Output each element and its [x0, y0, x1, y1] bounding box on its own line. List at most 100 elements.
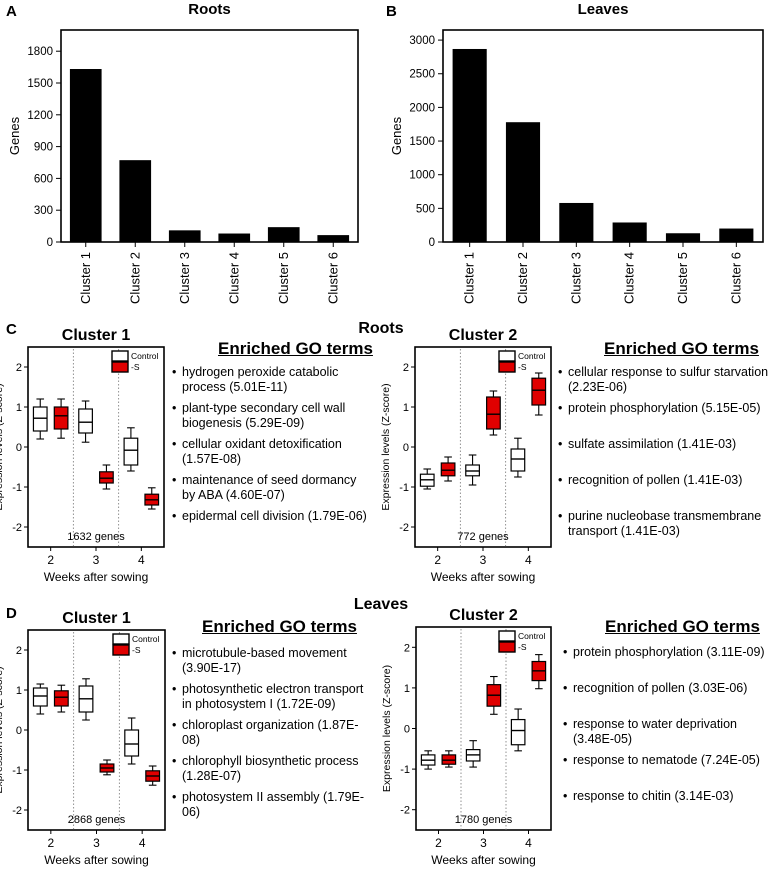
x-axis-label: Weeks after sowing [431, 853, 536, 867]
go-term-text: response to chitin (3.14E-03) [573, 789, 734, 803]
y-tick-label: 300 [34, 205, 53, 217]
panel-letter-a: A [6, 3, 17, 20]
legend-label-control: Control [132, 634, 160, 644]
box-4-control [124, 717, 140, 765]
y-axis-label: Expression levels (Z-score) [0, 666, 5, 793]
y-tick-label: -1 [400, 764, 410, 776]
box-iqr [510, 718, 526, 746]
panel-letter-c: C [6, 321, 17, 338]
x-axis-label: Weeks after sowing [431, 570, 536, 584]
go-term-item: • recognition of pollen (3.03E-06) [563, 681, 778, 696]
box-iqr [53, 406, 69, 430]
bullet-icon: • [172, 437, 177, 451]
box-iqr [53, 690, 69, 707]
y-tick-label: 1200 [27, 110, 53, 122]
box-3-control [465, 454, 480, 486]
legend-label-minus-s: -S [518, 362, 527, 372]
x-tick-label: Cluster 3 [177, 252, 192, 304]
legend-swatch-control [498, 630, 516, 642]
bullet-icon: • [172, 401, 177, 415]
bullet-icon: • [563, 753, 568, 767]
y-tick-label: 1 [403, 402, 409, 414]
go-term-item: • sulfate assimilation (1.41E-03) [558, 437, 773, 452]
go-term-item: • recognition of pollen (1.41E-03) [558, 473, 773, 488]
box-4-minus-s [144, 487, 160, 510]
go-term-text: protein phosphorylation (5.15E-05) [568, 401, 761, 415]
go-term-item: • maintenance of seed dormancy by ABA (4.… [172, 473, 372, 503]
legend-swatch-control [498, 350, 516, 362]
box-chart-D2: Cluster 2 -2 -1 0 1 2 Expression levels (Z-sco… [381, 607, 552, 867]
legend-label-minus-s: -S [518, 642, 527, 652]
plot-frame [442, 29, 764, 243]
y-tick-label: 0 [16, 442, 22, 454]
go-term-text: photosynthetic electron transport in pho… [182, 682, 364, 711]
box-3-minus-s [486, 390, 501, 436]
legend-swatch-minus-s [112, 644, 130, 656]
chart-title: Cluster 2 [449, 607, 518, 624]
bullet-icon: • [172, 682, 177, 696]
bullet-icon: • [172, 509, 177, 523]
go-term-item: • chloroplast organization (1.87E-08) [172, 718, 372, 748]
x-tick-label: 3 [93, 553, 100, 567]
go-term-text: cellular response to sulfur starvation (… [568, 365, 769, 394]
x-tick-label: Cluster 6 [325, 252, 340, 304]
go-term-text: maintenance of seed dormancy by ABA (4.6… [182, 473, 357, 502]
go-term-item: • protein phosphorylation (3.11E-09) [563, 645, 778, 660]
go-term-item: • chlorophyll biosynthetic process (1.28E… [172, 754, 372, 784]
bar-6 [317, 235, 350, 242]
box-2-minus-s [441, 750, 457, 768]
go-term-item: • microtubule-based movement (3.90E-17) [172, 646, 372, 676]
legend: Control-S [112, 633, 160, 656]
box-chart-D1: Cluster 1 -2 -1 0 1 2 Expression levels (Z-sco… [0, 610, 166, 867]
y-tick-label: -2 [400, 805, 410, 817]
go-term-item: • purine nucleobase transmembrane transpo… [558, 509, 773, 539]
go-term-text: sulfate assimilation (1.41E-03) [568, 437, 737, 451]
x-tick-label: 4 [138, 553, 145, 567]
go-term-item: • cellular oxidant detoxification (1.57E-… [172, 437, 372, 467]
bar-chart-B: Leaves 0 500 1000 1500 2000 2500 3000 Genes Clust… [389, 1, 764, 304]
go-term-item: • response to water deprivation (3.48E-05… [563, 717, 778, 747]
x-tick-label: Cluster 1 [462, 252, 477, 304]
x-tick-label: Cluster 2 [515, 252, 530, 304]
bullet-icon: • [172, 790, 177, 804]
y-tick-label: 600 [34, 173, 53, 185]
go-term-text: chloroplast organization (1.87E-08) [182, 718, 359, 747]
box-2-minus-s [440, 456, 456, 482]
gene-count-note: 1780 genes [455, 814, 513, 826]
chart-title: Roots [188, 1, 231, 18]
legend-label-minus-s: -S [132, 645, 141, 655]
go-term-text: recognition of pollen (1.41E-03) [568, 473, 743, 487]
box-iqr [510, 448, 526, 472]
box-4-minus-s [531, 654, 547, 690]
go-term-text: response to nematode (7.24E-05) [573, 753, 760, 767]
y-axis-label: Genes [389, 116, 404, 155]
y-axis-label: Expression levels (Z-score) [381, 665, 393, 792]
bar-5 [665, 233, 701, 242]
go-term-item: • cellular response to sulfur starvation … [558, 365, 773, 395]
bar-chart-A: Roots 0 300 600 900 1200 1500 1800 Genes Cluster … [7, 1, 359, 304]
box-iqr [78, 408, 93, 434]
bullet-icon: • [172, 473, 177, 487]
box-2-minus-s [53, 684, 69, 713]
box-iqr [32, 687, 48, 707]
x-tick-label: 4 [139, 836, 146, 850]
box-3-minus-s [486, 675, 502, 715]
box-iqr [124, 729, 140, 757]
bullet-icon: • [558, 437, 563, 451]
x-tick-label: 3 [480, 836, 487, 850]
go-term-text: response to water deprivation (3.48E-05) [573, 717, 737, 746]
bar-6 [719, 228, 754, 242]
go-term-item: • hydrogen peroxide catabolic process (5.… [172, 365, 372, 395]
y-axis-label: Genes [7, 116, 22, 155]
bar-1 [69, 69, 102, 243]
y-tick-label: 0 [429, 237, 435, 249]
bar-3 [559, 202, 594, 242]
go-terms-title: Enriched GO terms [202, 617, 357, 636]
y-tick-label: 1500 [409, 136, 435, 148]
bar-2 [505, 122, 541, 242]
box-iqr [440, 462, 456, 477]
y-tick-label: 1 [404, 683, 410, 695]
go-term-text: microtubule-based movement (3.90E-17) [182, 646, 347, 675]
box-3-minus-s [99, 464, 114, 490]
